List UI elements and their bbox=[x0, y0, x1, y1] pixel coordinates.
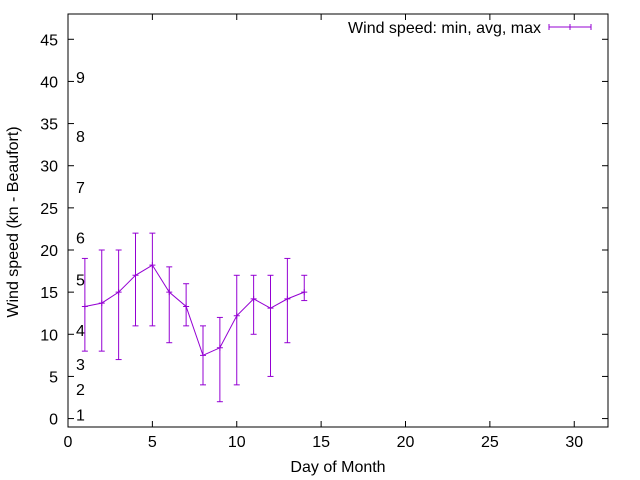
data-point bbox=[301, 289, 308, 296]
y-tick-label: 35 bbox=[40, 117, 58, 134]
x-axis-title: Day of Month bbox=[290, 459, 385, 476]
x-tick-label: 0 bbox=[64, 434, 73, 451]
data-point bbox=[166, 289, 173, 296]
beaufort-label: 9 bbox=[76, 70, 85, 87]
data-point bbox=[115, 289, 122, 296]
data-point bbox=[216, 344, 223, 351]
x-tick-label: 30 bbox=[565, 434, 583, 451]
legend-label: Wind speed: min, avg, max bbox=[348, 20, 541, 37]
beaufort-label: 4 bbox=[76, 323, 85, 340]
data-point bbox=[250, 295, 257, 302]
x-tick-label: 15 bbox=[312, 434, 330, 451]
y-tick-label: 15 bbox=[40, 285, 58, 302]
x-tick-label: 5 bbox=[148, 434, 157, 451]
y-tick-label: 10 bbox=[40, 327, 58, 344]
y-tick-label: 5 bbox=[49, 369, 58, 386]
data-point bbox=[98, 300, 105, 307]
plot-frame bbox=[67, 13, 609, 428]
beaufort-label: 6 bbox=[76, 230, 85, 247]
data-point bbox=[81, 303, 88, 310]
y-tick-label: 40 bbox=[40, 74, 58, 91]
data-point bbox=[284, 295, 291, 302]
beaufort-annotations: 1 2 3 4 5 6 7 8 9 bbox=[76, 70, 85, 424]
legend-marker bbox=[567, 24, 573, 30]
y-tick-label: 45 bbox=[40, 32, 58, 49]
series-line bbox=[84, 264, 305, 357]
data-point bbox=[233, 312, 240, 319]
x-tick-label: 10 bbox=[228, 434, 246, 451]
y-tick-label: 20 bbox=[40, 243, 58, 260]
beaufort-label: 1 bbox=[76, 407, 85, 424]
y-tick-label: 0 bbox=[49, 412, 58, 429]
data-point bbox=[183, 303, 190, 310]
x-tick-label: 20 bbox=[397, 434, 415, 451]
data-point bbox=[267, 305, 274, 312]
beaufort-label: 8 bbox=[76, 129, 85, 146]
data-point bbox=[200, 352, 206, 359]
beaufort-label: 3 bbox=[76, 357, 85, 374]
beaufort-label: 2 bbox=[76, 382, 85, 399]
data-point bbox=[132, 272, 139, 279]
x-tick-label: 25 bbox=[481, 434, 499, 451]
beaufort-label: 5 bbox=[76, 273, 85, 290]
y-axis-title: Wind speed (kn - Beaufort) bbox=[5, 126, 22, 317]
data-point bbox=[149, 262, 156, 269]
y-tick-label: 30 bbox=[40, 159, 58, 176]
legend: Wind speed: min, avg, max bbox=[348, 20, 592, 37]
y-tick-label: 25 bbox=[40, 201, 58, 218]
beaufort-label: 7 bbox=[76, 180, 85, 197]
series-layer bbox=[81, 232, 308, 403]
